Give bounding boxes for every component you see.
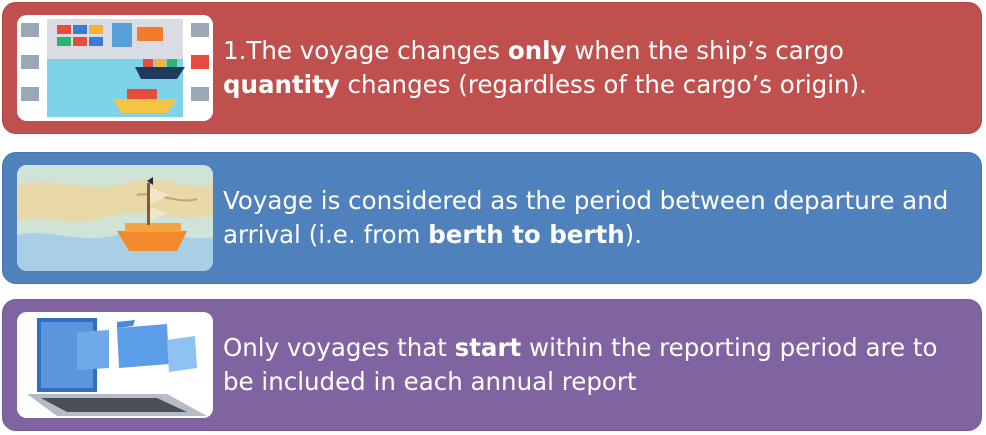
- text-segment: when the ship’s cargo: [566, 36, 844, 65]
- info-card-reporting-period: Only voyages that start within the repor…: [2, 299, 982, 431]
- text-segment: within the reporting period are to be in…: [223, 333, 938, 396]
- card-text: Voyage is considered as the period betwe…: [223, 153, 951, 283]
- card-paragraph: 1.The voyage changes only when the ship’…: [223, 34, 951, 102]
- text-segment: Only voyages that: [223, 333, 455, 362]
- emphasis-berth-to-berth: berth to berth: [428, 220, 625, 249]
- card-text: 1.The voyage changes only when the ship’…: [223, 3, 951, 133]
- folders-from-laptop-illustration: [17, 312, 213, 418]
- port-cargo-illustration: [17, 15, 213, 121]
- emphasis-only: only: [507, 36, 567, 65]
- text-segment: 1.The voyage changes: [223, 36, 508, 65]
- emphasis-start: start: [454, 333, 522, 362]
- card-paragraph: Only voyages that start within the repor…: [223, 331, 951, 399]
- card-paragraph: Voyage is considered as the period betwe…: [223, 184, 951, 252]
- info-card-voyage-definition: Voyage is considered as the period betwe…: [2, 152, 982, 284]
- text-segment: ).: [624, 220, 642, 249]
- toy-ship-on-map-photo: [17, 165, 213, 271]
- text-segment: Voyage is considered as the period betwe…: [223, 186, 949, 249]
- emphasis-quantity: quantity: [223, 70, 340, 99]
- card-text: Only voyages that start within the repor…: [223, 300, 951, 430]
- text-segment: changes (regardless of the cargo’s origi…: [339, 70, 867, 99]
- info-card-cargo-quantity: 1.The voyage changes only when the ship’…: [2, 2, 982, 134]
